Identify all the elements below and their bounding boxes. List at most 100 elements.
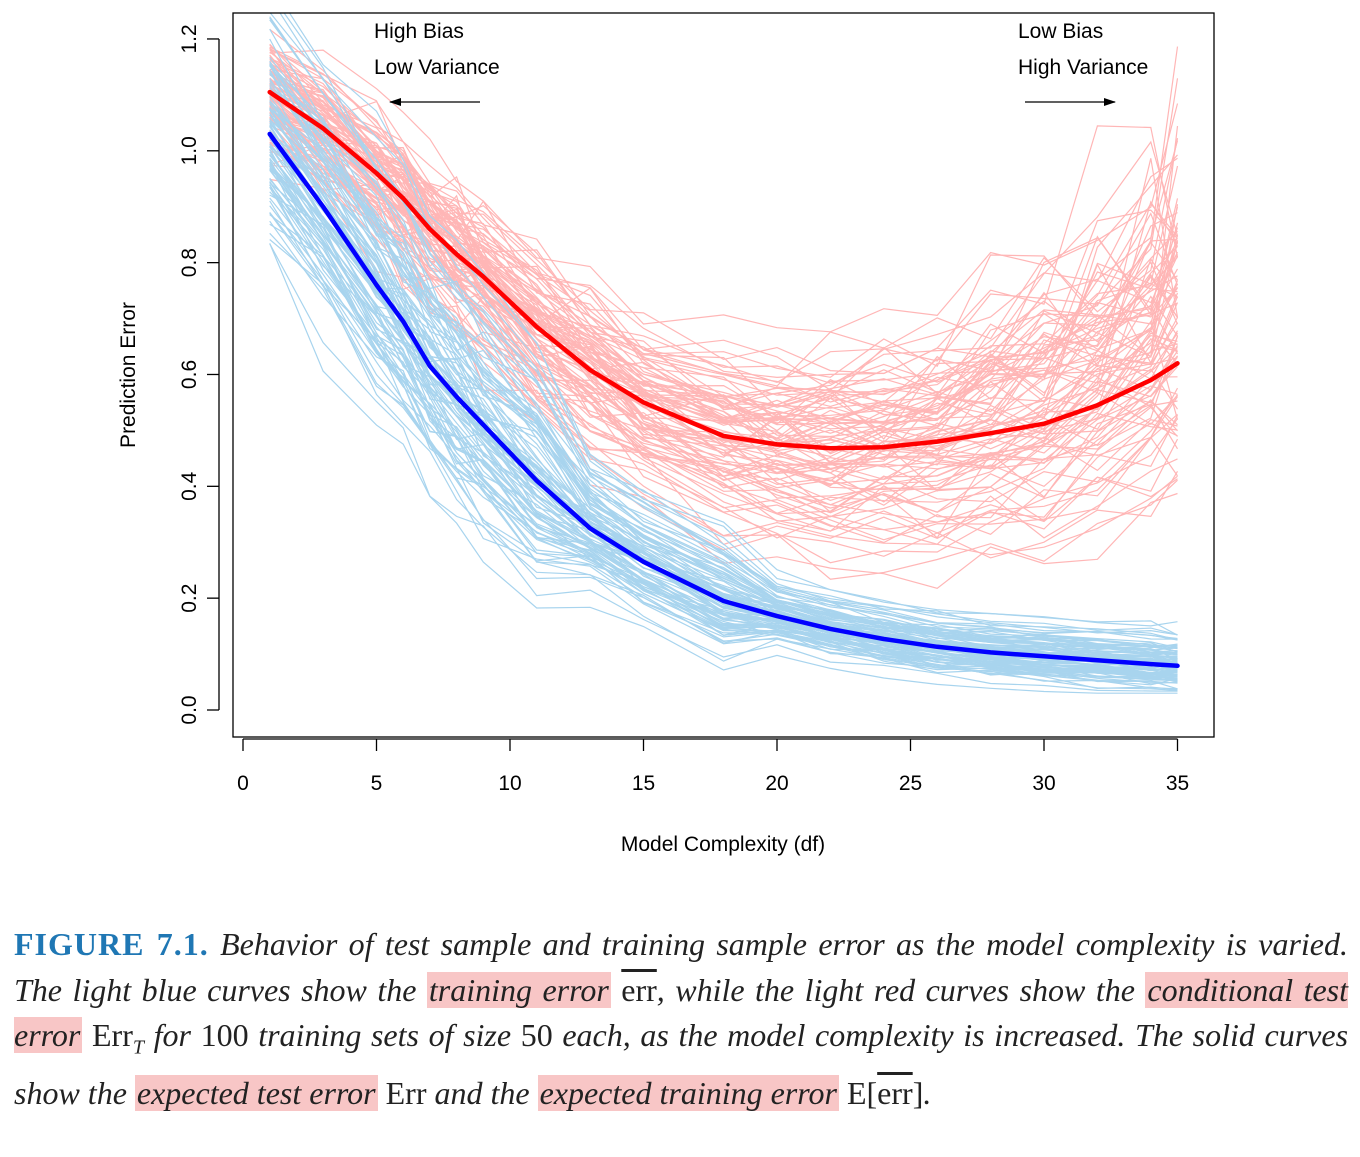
test-error-curve (269, 54, 1179, 384)
y-tick-label: 1.0 (178, 136, 201, 165)
y-axis-title: Prediction Error (117, 302, 140, 448)
training-error-curve (269, 63, 1178, 649)
training-error-curve (269, 19, 1178, 640)
x-tick-label: 5 (371, 772, 383, 795)
test-error-curve (269, 144, 1178, 514)
test-error-curve (269, 81, 1178, 432)
test-error-curve (269, 114, 1178, 474)
test-error-curve (269, 83, 1179, 438)
expected-test-error-line (267, 89, 1180, 451)
training-error-curve (269, 107, 1178, 655)
training-error-curve (269, 212, 1178, 690)
training-error-curve (269, 125, 1178, 661)
caption-math: E[ (846, 1074, 878, 1111)
training-error-curve (269, 168, 1178, 675)
caption-text: for (153, 1017, 191, 1053)
training-error-curve (288, 13, 1178, 627)
caption-number: 50 (520, 1017, 553, 1053)
caption-math: Err (385, 1074, 427, 1111)
training-error-curve (269, 165, 1178, 677)
caption-highlight: expected test error (134, 1074, 378, 1111)
x-tick-label: 10 (498, 772, 521, 795)
training-error-curve (269, 60, 1178, 650)
training-error-curve (269, 108, 1178, 664)
caption-math: err (621, 971, 657, 1008)
test-error-curve (269, 108, 1178, 499)
x-axis-title: Model Complexity (df) (621, 833, 825, 856)
annotation-low-bias: Low Bias (1018, 20, 1103, 43)
caption-math-subscript: T (132, 1036, 144, 1059)
x-tick-label: 20 (765, 772, 788, 795)
y-tick-label: 0.6 (178, 360, 201, 389)
y-axis: 0.0 0.2 0.4 0.6 0.8 1.0 1.2 (178, 24, 220, 725)
caption-highlight: training error (426, 971, 611, 1008)
annotation-high-bias: High Bias (374, 20, 464, 43)
test-error-curve (269, 57, 1179, 409)
test-error-curve (269, 117, 1179, 491)
x-tick-label: 0 (237, 772, 249, 795)
y-tick-label: 0.2 (178, 584, 201, 613)
x-tick-label: 30 (1032, 772, 1055, 795)
caption-text: . (923, 1074, 932, 1111)
training-error-curve (269, 212, 1178, 690)
caption-text: each, as the model complexity is increas… (14, 1017, 1349, 1111)
training-error-curve (269, 82, 1178, 655)
training-error-curve (269, 135, 1178, 676)
test-error-curve (269, 164, 1178, 544)
x-tick-label: 35 (1166, 772, 1189, 795)
test-error-curve (269, 49, 1179, 424)
training-error-curve (269, 184, 1178, 681)
test-error-curve (269, 79, 1179, 425)
annotation-low-variance: Low Variance (374, 56, 500, 79)
figure-caption: FIGURE 7.1. Behavior of test sample and … (14, 922, 1349, 1116)
test-error-curve (269, 88, 1179, 422)
test-error-curve (269, 62, 1178, 425)
prediction-error-chart: 0 5 10 15 20 25 30 35 0.0 0.2 0.4 0.6 0.8 1.0 1.2 Mod… (117, 12, 1215, 856)
test-error-curve (269, 85, 1178, 439)
caption-label: FIGURE 7.1. (14, 926, 209, 962)
training-error-curve (283, 13, 1178, 641)
test-error-curve (269, 28, 1179, 387)
test-error-curve (269, 101, 1178, 461)
training-error-curve (269, 243, 1178, 694)
test-error-curve (269, 46, 1178, 391)
training-error-curve (269, 232, 1178, 691)
y-tick-label: 1.2 (178, 24, 201, 53)
test-error-curve (269, 80, 1179, 411)
training-error-curve (269, 148, 1178, 678)
training-error-curve (269, 136, 1178, 663)
caption-math: ] (912, 1074, 924, 1111)
test-error-curve (269, 139, 1178, 541)
caption-math: err (877, 1074, 913, 1111)
background-curves (269, 13, 1179, 694)
expected-training-error-line (267, 131, 1180, 669)
figure: 0 5 10 15 20 25 30 35 0.0 0.2 0.4 0.6 0.8 1.0 1.2 Mod… (117, 12, 1215, 856)
annotation-high-variance: High Variance (1018, 56, 1148, 79)
y-tick-label: 0.4 (178, 471, 201, 501)
x-axis: 0 5 10 15 20 25 30 35 (237, 738, 1189, 795)
training-error-curve (269, 80, 1178, 652)
y-tick-label: 0.8 (178, 248, 201, 277)
caption-number: 100 (200, 1017, 249, 1053)
caption-text: , while the light red curves show the (656, 971, 1135, 1008)
test-error-curve (269, 73, 1178, 426)
x-tick-label: 15 (632, 772, 655, 795)
x-tick-label: 25 (899, 772, 922, 795)
expected-error-curves (267, 89, 1180, 669)
caption-math: Err (92, 1017, 133, 1053)
caption-text: Behavior of test sample and training sam… (14, 926, 1349, 1008)
caption-highlight: expected training error (537, 1074, 839, 1111)
plot-frame (232, 12, 1215, 738)
y-tick-label: 0.0 (178, 695, 201, 724)
test-error-curve (269, 104, 1178, 482)
test-error-curve (269, 49, 1179, 333)
caption-text: and the (434, 1074, 530, 1111)
test-error-curve (269, 111, 1179, 466)
test-error-curve (269, 43, 1178, 399)
caption-text: training sets of size (258, 1017, 512, 1053)
training-error-curve (279, 13, 1178, 636)
test-error-curve (269, 48, 1179, 375)
test-error-curve (269, 102, 1178, 470)
training-error-curve (269, 71, 1178, 656)
training-error-curve (269, 100, 1178, 657)
